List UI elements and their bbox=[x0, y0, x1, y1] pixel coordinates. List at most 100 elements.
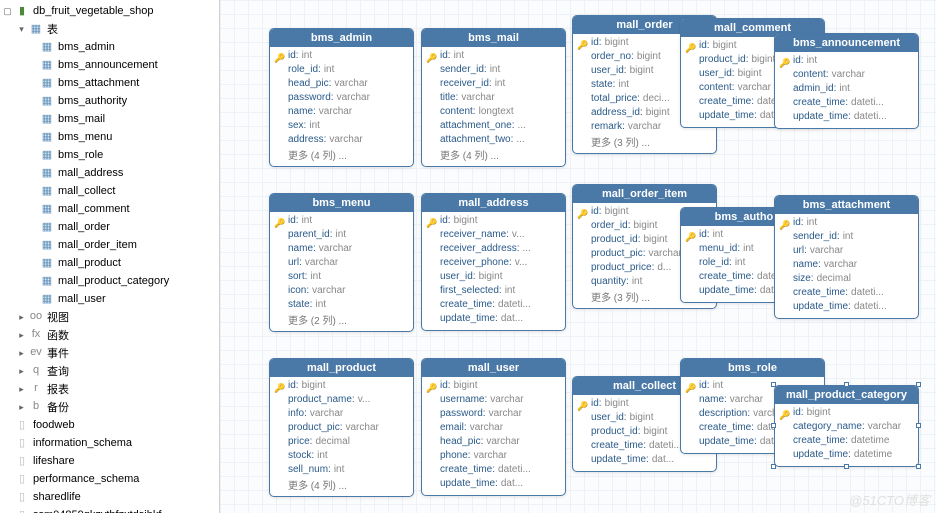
tree-extra-item[interactable]: ▸fx函数 bbox=[0, 326, 219, 344]
entity-body: 🔑id:int🔑sender_id:int🔑receiver_id:int🔑ti… bbox=[422, 47, 565, 166]
primary-key-icon: 🔑 bbox=[577, 207, 589, 217]
field-type: dateti... bbox=[854, 110, 887, 124]
no-key-icon: 🔑 bbox=[274, 93, 286, 103]
db-grey-icon: ▯ bbox=[15, 454, 29, 468]
extra-icon: r bbox=[29, 382, 43, 396]
toggle-icon[interactable]: ▸ bbox=[16, 384, 27, 395]
toggle-icon[interactable]: ▸ bbox=[16, 402, 27, 413]
tree-table-item[interactable]: ▦bms_admin bbox=[0, 38, 219, 56]
tree-table-item[interactable]: ▦mall_order bbox=[0, 218, 219, 236]
entity-header[interactable]: mall_address bbox=[422, 194, 565, 212]
entity-header[interactable]: bms_admin bbox=[270, 29, 413, 47]
tree-db-root[interactable]: ▢ ▮ db_fruit_vegetable_shop bbox=[0, 2, 219, 20]
entity-bms_menu[interactable]: bms_menu🔑id:int🔑parent_id:int🔑name:varch… bbox=[269, 193, 414, 332]
entity-bms_attachment[interactable]: bms_attachment🔑id:int🔑sender_id:int🔑url:… bbox=[774, 195, 919, 319]
more-columns[interactable]: 更多 (3 列) ... bbox=[591, 134, 712, 149]
field-type: decimal bbox=[315, 435, 349, 449]
entity-mall_address[interactable]: mall_address🔑id:bigint🔑receiver_name:v..… bbox=[421, 193, 566, 331]
field-name: id: bbox=[288, 379, 299, 393]
toggle-icon[interactable]: ▸ bbox=[16, 312, 27, 323]
tree-table-item[interactable]: ▦bms_authority bbox=[0, 92, 219, 110]
entity-header[interactable]: mall_product_category bbox=[775, 386, 918, 404]
entity-header[interactable]: bms_mail bbox=[422, 29, 565, 47]
field-name: username: bbox=[440, 393, 487, 407]
field-type: bigint bbox=[713, 39, 737, 53]
selection-handle[interactable] bbox=[771, 423, 776, 428]
selection-handle[interactable] bbox=[771, 382, 776, 387]
toggle-icon[interactable]: ▸ bbox=[16, 348, 27, 359]
entity-header[interactable]: mall_product bbox=[270, 359, 413, 377]
tree-other-db[interactable]: ▯foodweb bbox=[0, 416, 219, 434]
more-columns[interactable]: 更多 (4 列) ... bbox=[288, 477, 409, 492]
entity-bms_mail[interactable]: bms_mail🔑id:int🔑sender_id:int🔑receiver_i… bbox=[421, 28, 566, 167]
toggle-icon[interactable]: ▸ bbox=[16, 330, 27, 341]
entity-header[interactable]: bms_role bbox=[681, 359, 824, 377]
tree-extra-item[interactable]: ▸b备份 bbox=[0, 398, 219, 416]
entity-header[interactable]: mall_user bbox=[422, 359, 565, 377]
tree-table-item[interactable]: ▦bms_menu bbox=[0, 128, 219, 146]
tree-table-item[interactable]: ▦mall_collect bbox=[0, 182, 219, 200]
more-columns[interactable]: 更多 (2 列) ... bbox=[288, 312, 409, 327]
toggle-icon[interactable]: ▸ bbox=[16, 366, 27, 377]
tree-table-item[interactable]: ▦bms_role bbox=[0, 146, 219, 164]
field-name: sort: bbox=[288, 270, 307, 284]
tree-other-db[interactable]: ▯ssm04859gkzytbfzxtdsjhkf bbox=[0, 506, 219, 513]
field-name: update_time: bbox=[699, 284, 757, 298]
entity-mall_product_category[interactable]: mall_product_category🔑id:bigint🔑category… bbox=[774, 385, 919, 467]
field-type: varchar bbox=[832, 68, 865, 82]
no-key-icon: 🔑 bbox=[274, 244, 286, 254]
selection-handle[interactable] bbox=[844, 464, 849, 469]
field-type: dat... bbox=[501, 312, 523, 326]
toggle-icon[interactable]: ▾ bbox=[16, 24, 27, 35]
field-name: phone: bbox=[440, 449, 471, 463]
more-columns[interactable]: 更多 (4 列) ... bbox=[440, 147, 561, 162]
field-type: int bbox=[632, 275, 643, 289]
tree-table-item[interactable]: ▦mall_order_item bbox=[0, 236, 219, 254]
tree-table-item[interactable]: ▦bms_attachment bbox=[0, 74, 219, 92]
selection-handle[interactable] bbox=[916, 423, 921, 428]
tree-table-item[interactable]: ▦mall_address bbox=[0, 164, 219, 182]
field-name: state: bbox=[591, 78, 615, 92]
tree-extra-item[interactable]: ▸r报表 bbox=[0, 380, 219, 398]
tree-table-item[interactable]: ▦mall_product_category bbox=[0, 272, 219, 290]
tree-extra-item[interactable]: ▸ev事件 bbox=[0, 344, 219, 362]
tree-other-db[interactable]: ▯lifeshare bbox=[0, 452, 219, 470]
entity-field: 🔑attachment_two:... bbox=[426, 133, 561, 147]
selection-handle[interactable] bbox=[916, 382, 921, 387]
tree-tables-folder[interactable]: ▾ ▦ 表 bbox=[0, 20, 219, 38]
selection-handle[interactable] bbox=[844, 382, 849, 387]
toggle-icon[interactable]: ▢ bbox=[2, 6, 13, 17]
entity-mall_product[interactable]: mall_product🔑id:bigint🔑product_name:v...… bbox=[269, 358, 414, 497]
entity-bms_announcement[interactable]: bms_announcement🔑id:int🔑content:varchar🔑… bbox=[774, 33, 919, 129]
tree-table-item[interactable]: ▦mall_product bbox=[0, 254, 219, 272]
field-type: v... bbox=[358, 393, 371, 407]
selection-handle[interactable] bbox=[916, 464, 921, 469]
selection-handle[interactable] bbox=[771, 464, 776, 469]
entity-header[interactable]: bms_announcement bbox=[775, 34, 918, 52]
field-name: remark: bbox=[591, 120, 625, 134]
tree-table-item[interactable]: ▦mall_user bbox=[0, 290, 219, 308]
tree-table-item[interactable]: ▦bms_announcement bbox=[0, 56, 219, 74]
field-name: update_time: bbox=[699, 109, 757, 123]
entity-mall_user[interactable]: mall_user🔑id:bigint🔑username:varchar🔑pas… bbox=[421, 358, 566, 496]
field-type: int bbox=[713, 379, 724, 393]
no-key-icon: 🔑 bbox=[577, 235, 589, 245]
field-type: varchar bbox=[329, 133, 362, 147]
entity-header[interactable]: bms_menu bbox=[270, 194, 413, 212]
entity-bms_admin[interactable]: bms_admin🔑id:int🔑role_id:int🔑head_pic:va… bbox=[269, 28, 414, 167]
more-columns[interactable]: 更多 (4 列) ... bbox=[288, 147, 409, 162]
er-diagram-canvas[interactable]: bms_admin🔑id:int🔑role_id:int🔑head_pic:va… bbox=[220, 0, 936, 513]
entity-header[interactable]: mall_order_item bbox=[573, 185, 716, 203]
tree-table-item[interactable]: ▦bms_mail bbox=[0, 110, 219, 128]
tree-other-db[interactable]: ▯performance_schema bbox=[0, 470, 219, 488]
entity-header[interactable]: bms_attachment bbox=[775, 196, 918, 214]
tree-extra-item[interactable]: ▸oo视图 bbox=[0, 308, 219, 326]
tree-table-item[interactable]: ▦mall_comment bbox=[0, 200, 219, 218]
tree-other-db[interactable]: ▯information_schema bbox=[0, 434, 219, 452]
tree-other-db[interactable]: ▯sharedlife bbox=[0, 488, 219, 506]
table-icon: ▦ bbox=[40, 58, 54, 72]
primary-key-icon: 🔑 bbox=[779, 218, 791, 228]
field-type: varchar bbox=[810, 244, 843, 258]
no-key-icon: 🔑 bbox=[426, 423, 438, 433]
tree-extra-item[interactable]: ▸q查询 bbox=[0, 362, 219, 380]
